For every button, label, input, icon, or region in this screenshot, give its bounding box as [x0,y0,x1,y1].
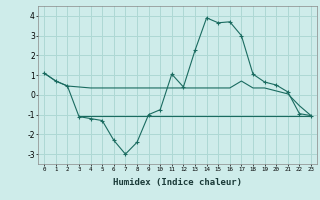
X-axis label: Humidex (Indice chaleur): Humidex (Indice chaleur) [113,178,242,187]
